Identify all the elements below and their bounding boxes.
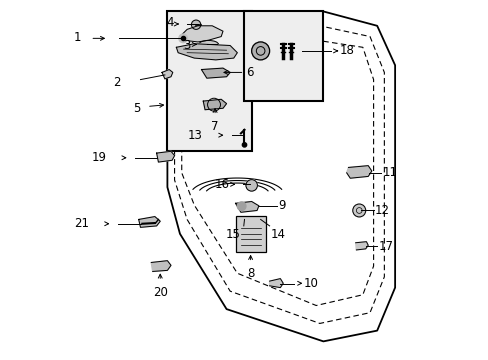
Text: 20: 20 [152,286,167,299]
Circle shape [191,20,201,30]
Bar [167,12,251,151]
Text: 15: 15 [225,228,240,242]
Circle shape [251,42,269,60]
Bar [244,12,323,101]
Text: 8: 8 [246,267,254,280]
Text: 19: 19 [91,151,106,164]
Circle shape [179,34,187,42]
Text: 16: 16 [214,178,229,191]
Polygon shape [151,261,171,271]
Text: 5: 5 [133,102,140,115]
Polygon shape [355,242,367,250]
Text: 17: 17 [378,240,392,253]
Text: 9: 9 [278,199,285,212]
Circle shape [245,180,257,191]
Text: 4: 4 [165,17,173,30]
Text: 7: 7 [211,120,219,133]
Text: 3: 3 [183,39,190,52]
Polygon shape [269,279,283,288]
Bar [235,216,265,252]
Polygon shape [162,69,172,79]
Polygon shape [346,166,371,178]
Text: 12: 12 [374,204,389,217]
Polygon shape [182,26,223,42]
Text: 10: 10 [304,278,318,291]
Circle shape [237,202,245,211]
Polygon shape [203,99,226,110]
Circle shape [242,143,246,147]
Polygon shape [176,44,237,60]
Text: 21: 21 [75,217,89,230]
Circle shape [352,204,365,217]
Polygon shape [201,68,230,78]
Polygon shape [139,217,160,227]
Ellipse shape [198,41,218,48]
Text: 2: 2 [113,76,121,89]
Text: 6: 6 [246,66,253,79]
Polygon shape [156,151,174,162]
Text: 18: 18 [339,44,354,57]
Text: 14: 14 [270,228,285,242]
Text: 1: 1 [74,31,81,44]
Text: 13: 13 [188,129,203,142]
Polygon shape [235,202,258,212]
Text: 11: 11 [382,166,396,179]
